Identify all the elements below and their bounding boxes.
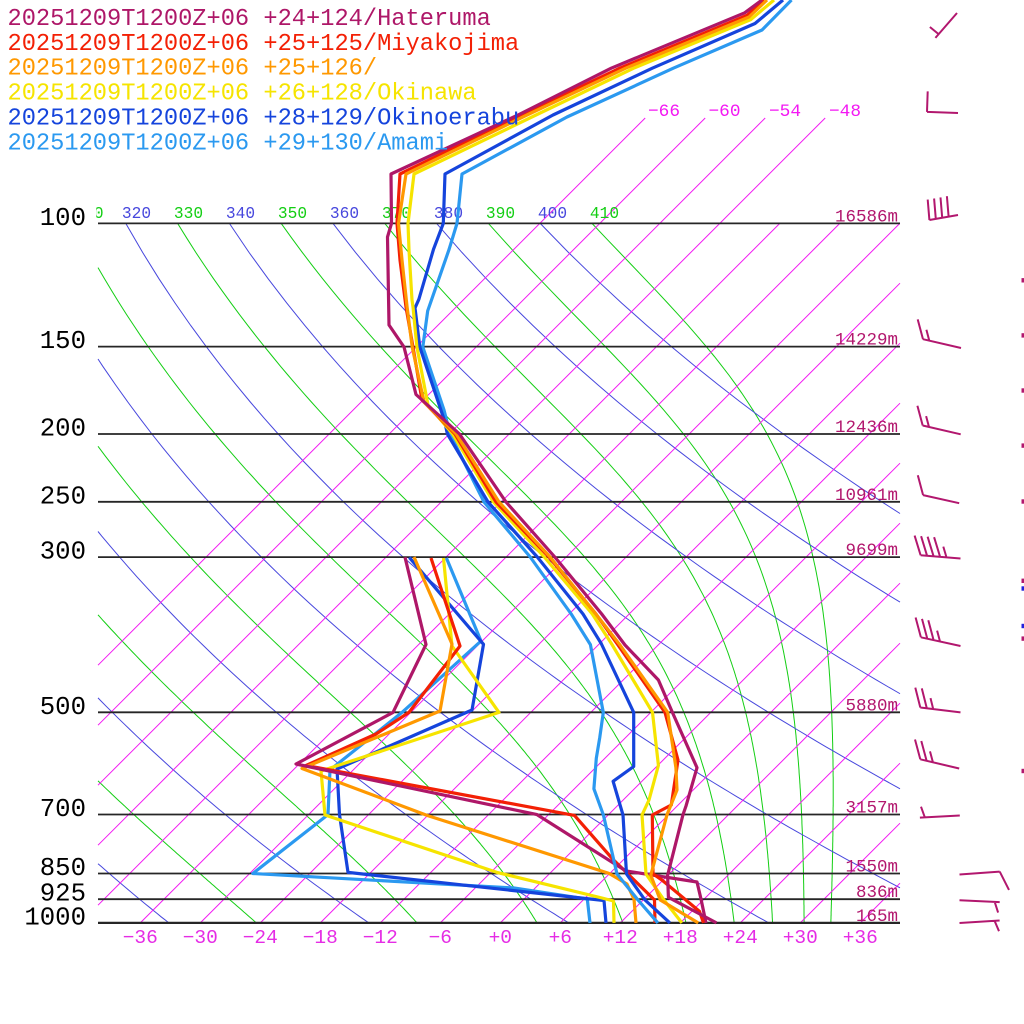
- svg-text:+6: +6: [549, 927, 572, 949]
- svg-text:390: 390: [486, 205, 515, 223]
- svg-text:−12: −12: [363, 927, 398, 949]
- svg-text:330: 330: [174, 205, 203, 223]
- svg-text:250: 250: [40, 482, 86, 511]
- svg-text:20251209T1200Z+06 +26+128/Okin: 20251209T1200Z+06 +26+128/Okinawa: [8, 81, 477, 108]
- svg-text:20251209T1200Z+06 +28+129/Okin: 20251209T1200Z+06 +28+129/Okinoerabu: [8, 105, 520, 132]
- svg-text:410: 410: [590, 205, 619, 223]
- svg-text:320: 320: [122, 205, 151, 223]
- svg-text:9699m: 9699m: [845, 541, 898, 561]
- svg-text:−60: −60: [708, 102, 740, 122]
- svg-text:−30: −30: [183, 927, 218, 949]
- svg-text:400: 400: [538, 205, 567, 223]
- svg-text:−66: −66: [648, 102, 680, 122]
- svg-text:300: 300: [40, 538, 86, 567]
- svg-text:+36: +36: [843, 927, 878, 949]
- svg-text:20251209T1200Z+06 +25+126/: 20251209T1200Z+06 +25+126/: [8, 56, 378, 83]
- svg-text:350: 350: [278, 205, 307, 223]
- svg-text:+24: +24: [723, 927, 758, 949]
- svg-text:−54: −54: [769, 102, 801, 122]
- svg-text:310: 310: [74, 205, 103, 223]
- svg-text:360: 360: [330, 205, 359, 223]
- svg-text:500: 500: [40, 693, 86, 722]
- svg-text:20251209T1200Z+06 +25+125/Miya: 20251209T1200Z+06 +25+125/Miyakojima: [8, 31, 520, 58]
- svg-text:−48: −48: [829, 102, 861, 122]
- svg-text:10961m: 10961m: [835, 486, 898, 506]
- svg-text:−6: −6: [429, 927, 452, 949]
- svg-text:12436m: 12436m: [835, 418, 898, 438]
- svg-text:700: 700: [40, 795, 86, 824]
- svg-text:14229m: 14229m: [835, 331, 898, 351]
- svg-text:5880m: 5880m: [845, 696, 898, 716]
- svg-text:+18: +18: [663, 927, 698, 949]
- svg-text:1000: 1000: [24, 903, 86, 932]
- svg-text:−18: −18: [303, 927, 338, 949]
- svg-text:380: 380: [434, 205, 463, 223]
- svg-text:16586m: 16586m: [835, 207, 898, 227]
- svg-text:200: 200: [40, 415, 86, 444]
- svg-text:165m: 165m: [856, 907, 898, 927]
- svg-text:925: 925: [40, 880, 86, 909]
- svg-text:3157m: 3157m: [845, 799, 898, 819]
- svg-text:1550m: 1550m: [845, 858, 898, 878]
- svg-text:+30: +30: [783, 927, 818, 949]
- svg-text:20251209T1200Z+06 +29+130/Amam: 20251209T1200Z+06 +29+130/Amami: [8, 130, 449, 157]
- svg-text:150: 150: [40, 327, 86, 356]
- svg-text:−24: −24: [243, 927, 278, 949]
- svg-text:850: 850: [40, 854, 86, 883]
- svg-text:20251209T1200Z+06 +24+124/Hate: 20251209T1200Z+06 +24+124/Hateruma: [8, 6, 491, 33]
- svg-text:836m: 836m: [856, 883, 898, 903]
- svg-text:100: 100: [40, 204, 86, 233]
- svg-text:340: 340: [226, 205, 255, 223]
- svg-text:+12: +12: [603, 927, 638, 949]
- svg-text:+0: +0: [489, 927, 512, 949]
- svg-text:−36: −36: [123, 927, 158, 949]
